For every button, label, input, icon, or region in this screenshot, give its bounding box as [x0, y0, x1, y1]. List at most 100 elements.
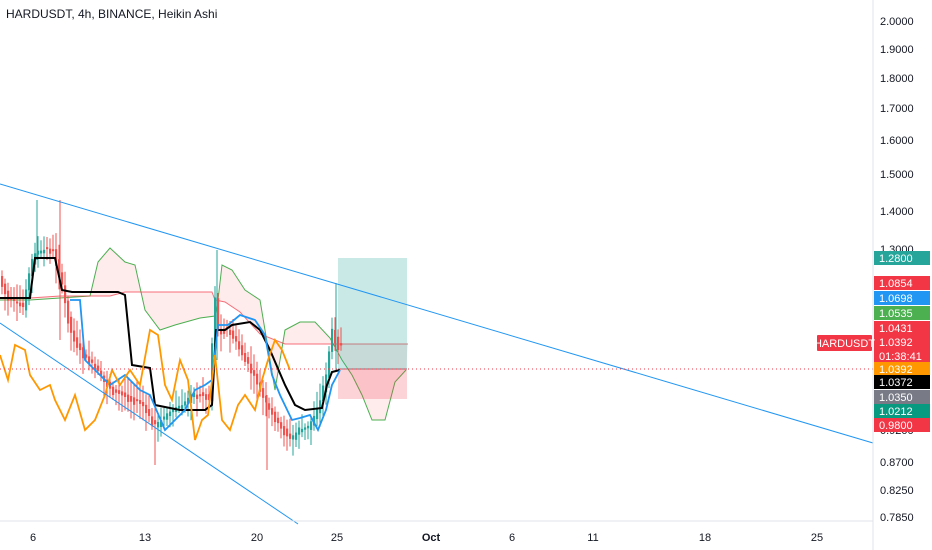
- candle: [319, 383, 322, 427]
- candle: [292, 424, 295, 456]
- price-tag: 1.0854: [874, 276, 930, 290]
- price-tag: 1.0392: [874, 335, 930, 349]
- svg-text:1.0212: 1.0212: [879, 406, 913, 418]
- candle: [334, 317, 337, 351]
- svg-text:1.0854: 1.0854: [879, 278, 913, 290]
- candle: [130, 380, 133, 419]
- svg-text:1.0431: 1.0431: [879, 323, 913, 335]
- candle: [133, 384, 136, 421]
- symbol-tag-text: HARDUSDT: [814, 338, 875, 350]
- candle: [298, 420, 301, 449]
- position-tool-layer: [338, 258, 407, 399]
- price-tag: 1.0350: [874, 390, 930, 404]
- candle: [169, 401, 172, 428]
- candle: [67, 296, 70, 333]
- senkou-span-a: [0, 247, 407, 421]
- price-tick-label: 1.9000: [880, 44, 914, 56]
- price-tick-label: 0.8700: [880, 457, 914, 469]
- price-tag: 1.0535: [874, 306, 930, 320]
- symbol-tag: HARDUSDT: [814, 335, 875, 351]
- candle: [196, 382, 199, 417]
- indicator-lines-layer: [0, 257, 341, 441]
- candle: [256, 361, 259, 402]
- price-tag: 01:38:41: [874, 349, 930, 363]
- svg-text:1.0350: 1.0350: [879, 392, 913, 404]
- time-tick-label: 6: [509, 532, 515, 544]
- candle: [166, 408, 169, 427]
- candle: [37, 236, 40, 268]
- price-tick-label: 1.8000: [880, 73, 914, 85]
- candle: [250, 346, 253, 390]
- candle: [151, 407, 154, 430]
- svg-text:1.0392: 1.0392: [879, 337, 913, 349]
- candle: [52, 234, 55, 258]
- time-tick-label: 6: [30, 532, 36, 544]
- candle: [148, 395, 151, 423]
- lagging-span: [0, 328, 291, 441]
- lower-trendline: [0, 322, 299, 525]
- candle: [88, 340, 91, 371]
- price-tag: 1.2800: [874, 251, 930, 265]
- price-tag: 1.0372: [874, 375, 930, 389]
- candle: [310, 417, 313, 445]
- price-tick-label: 0.7850: [880, 512, 914, 524]
- candle: [43, 236, 46, 267]
- stop-zone: [338, 369, 407, 399]
- candle: [307, 421, 310, 440]
- candle: [19, 285, 22, 313]
- candle: [238, 329, 241, 357]
- candle: [274, 406, 277, 432]
- time-tick-label: 13: [139, 532, 151, 544]
- candle: [181, 389, 184, 416]
- candle: [340, 327, 343, 351]
- price-tag: 1.0392: [874, 362, 930, 376]
- candle: [73, 318, 76, 353]
- candle: [331, 317, 334, 360]
- candle: [46, 236, 49, 261]
- candles-layer: [1, 200, 343, 470]
- candle: [253, 354, 256, 394]
- svg-text:1.0535: 1.0535: [879, 308, 913, 320]
- candle: [277, 411, 280, 432]
- candle: [127, 378, 130, 412]
- candle: [139, 385, 142, 419]
- candle: [265, 382, 268, 417]
- candle: [76, 320, 79, 356]
- candle: [112, 381, 115, 401]
- candle: [7, 282, 10, 316]
- upper-trendline: [0, 183, 874, 444]
- candle: [1, 270, 4, 295]
- time-tick-label: 18: [699, 532, 711, 544]
- candle: [16, 284, 19, 322]
- candle: [235, 325, 238, 350]
- candle: [13, 287, 16, 312]
- trendlines-layer: [0, 183, 874, 525]
- candle: [4, 278, 7, 311]
- price-tick-label: 1.6000: [880, 135, 914, 147]
- svg-text:01:38:41: 01:38:41: [879, 351, 922, 363]
- candle: [202, 377, 205, 410]
- candle: [22, 289, 25, 315]
- candle: [79, 329, 82, 364]
- candle: [58, 244, 61, 290]
- price-tag: 0.9800: [874, 418, 930, 432]
- candle: [283, 415, 286, 447]
- candle: [145, 394, 148, 431]
- price-tick-label: 0.8250: [880, 485, 914, 497]
- time-tick-label: 11: [587, 532, 598, 544]
- candle: [289, 418, 292, 447]
- candle: [70, 311, 73, 351]
- time-tick-label: 20: [251, 532, 263, 544]
- candle: [94, 356, 97, 379]
- candle: [268, 397, 271, 419]
- price-tags: 1.28001.08541.06981.05351.04311.039201:3…: [874, 251, 930, 432]
- base-line: [0, 257, 341, 412]
- candle: [49, 238, 52, 264]
- candle: [40, 240, 43, 259]
- time-tick-label: 25: [811, 532, 823, 544]
- candle: [262, 379, 265, 416]
- candle: [244, 342, 247, 366]
- candle: [124, 375, 127, 411]
- price-tag: 1.0431: [874, 321, 930, 335]
